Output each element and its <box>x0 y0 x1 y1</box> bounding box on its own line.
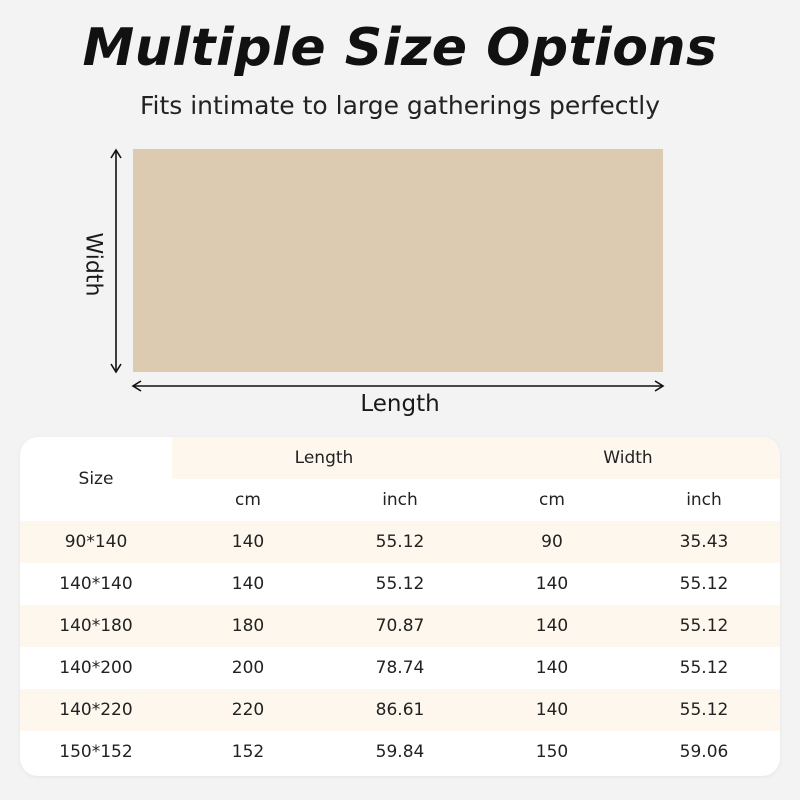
table-row: 140*200 200 78.74 140 55.12 <box>20 647 780 689</box>
size-table: Size Length Width cm inch cm inch 90*140… <box>20 437 780 776</box>
cell-length-inch: 55.12 <box>375 532 425 552</box>
cell-size: 140*140 <box>59 574 133 594</box>
cell-width-cm: 140 <box>535 658 569 678</box>
cell-size: 90*140 <box>64 532 128 552</box>
width-group-header: Width <box>603 448 653 468</box>
unit-header-length-inch: inch <box>382 490 418 510</box>
rug-shape <box>133 149 663 372</box>
cell-length-cm: 152 <box>231 742 265 762</box>
cell-width-inch: 35.43 <box>679 532 729 552</box>
cell-size: 140*220 <box>59 700 133 720</box>
cell-width-cm: 140 <box>535 700 569 720</box>
cell-length-cm: 200 <box>231 658 265 678</box>
cell-width-cm: 140 <box>535 574 569 594</box>
width-arrow-icon <box>110 148 122 374</box>
cell-width-inch: 59.06 <box>679 742 729 762</box>
cell-width-cm: 90 <box>541 532 563 552</box>
table-row: 140*140 140 55.12 140 55.12 <box>20 563 780 605</box>
cell-width-inch: 55.12 <box>679 700 729 720</box>
cell-width-cm: 150 <box>535 742 569 762</box>
page-subtitle: Fits intimate to large gatherings perfec… <box>139 91 661 120</box>
cell-length-inch: 70.87 <box>375 616 425 636</box>
size-header: Size <box>78 469 114 489</box>
cell-width-inch: 55.12 <box>679 574 729 594</box>
cell-length-cm: 180 <box>231 616 265 636</box>
cell-width-inch: 55.12 <box>679 658 729 678</box>
table-row: 140*180 180 70.87 140 55.12 <box>20 605 780 647</box>
cell-length-cm: 140 <box>231 574 265 594</box>
cell-size: 140*200 <box>59 658 133 678</box>
cell-length-inch: 78.74 <box>375 658 425 678</box>
cell-length-cm: 140 <box>231 532 265 552</box>
cell-length-inch: 59.84 <box>375 742 425 762</box>
page-title: Multiple Size Options <box>82 18 718 78</box>
cell-length-inch: 55.12 <box>375 574 425 594</box>
length-group-header: Length <box>294 448 354 468</box>
table-row: 150*152 152 59.84 150 59.06 <box>20 731 780 773</box>
unit-header-width-cm: cm <box>539 490 565 510</box>
unit-header-length-cm: cm <box>235 490 261 510</box>
header-group-background <box>172 437 780 479</box>
cell-length-cm: 220 <box>231 700 265 720</box>
cell-length-inch: 86.61 <box>375 700 425 720</box>
table-row: 90*140 140 55.12 90 35.43 <box>20 521 780 563</box>
table-row: 140*220 220 86.61 140 55.12 <box>20 689 780 731</box>
width-label: Width <box>80 232 106 297</box>
cell-size: 140*180 <box>59 616 133 636</box>
cell-width-cm: 140 <box>535 616 569 636</box>
length-label: Length <box>360 391 440 417</box>
length-arrow-icon <box>131 380 665 392</box>
unit-header-width-inch: inch <box>686 490 722 510</box>
cell-width-inch: 55.12 <box>679 616 729 636</box>
cell-size: 150*152 <box>59 742 133 762</box>
